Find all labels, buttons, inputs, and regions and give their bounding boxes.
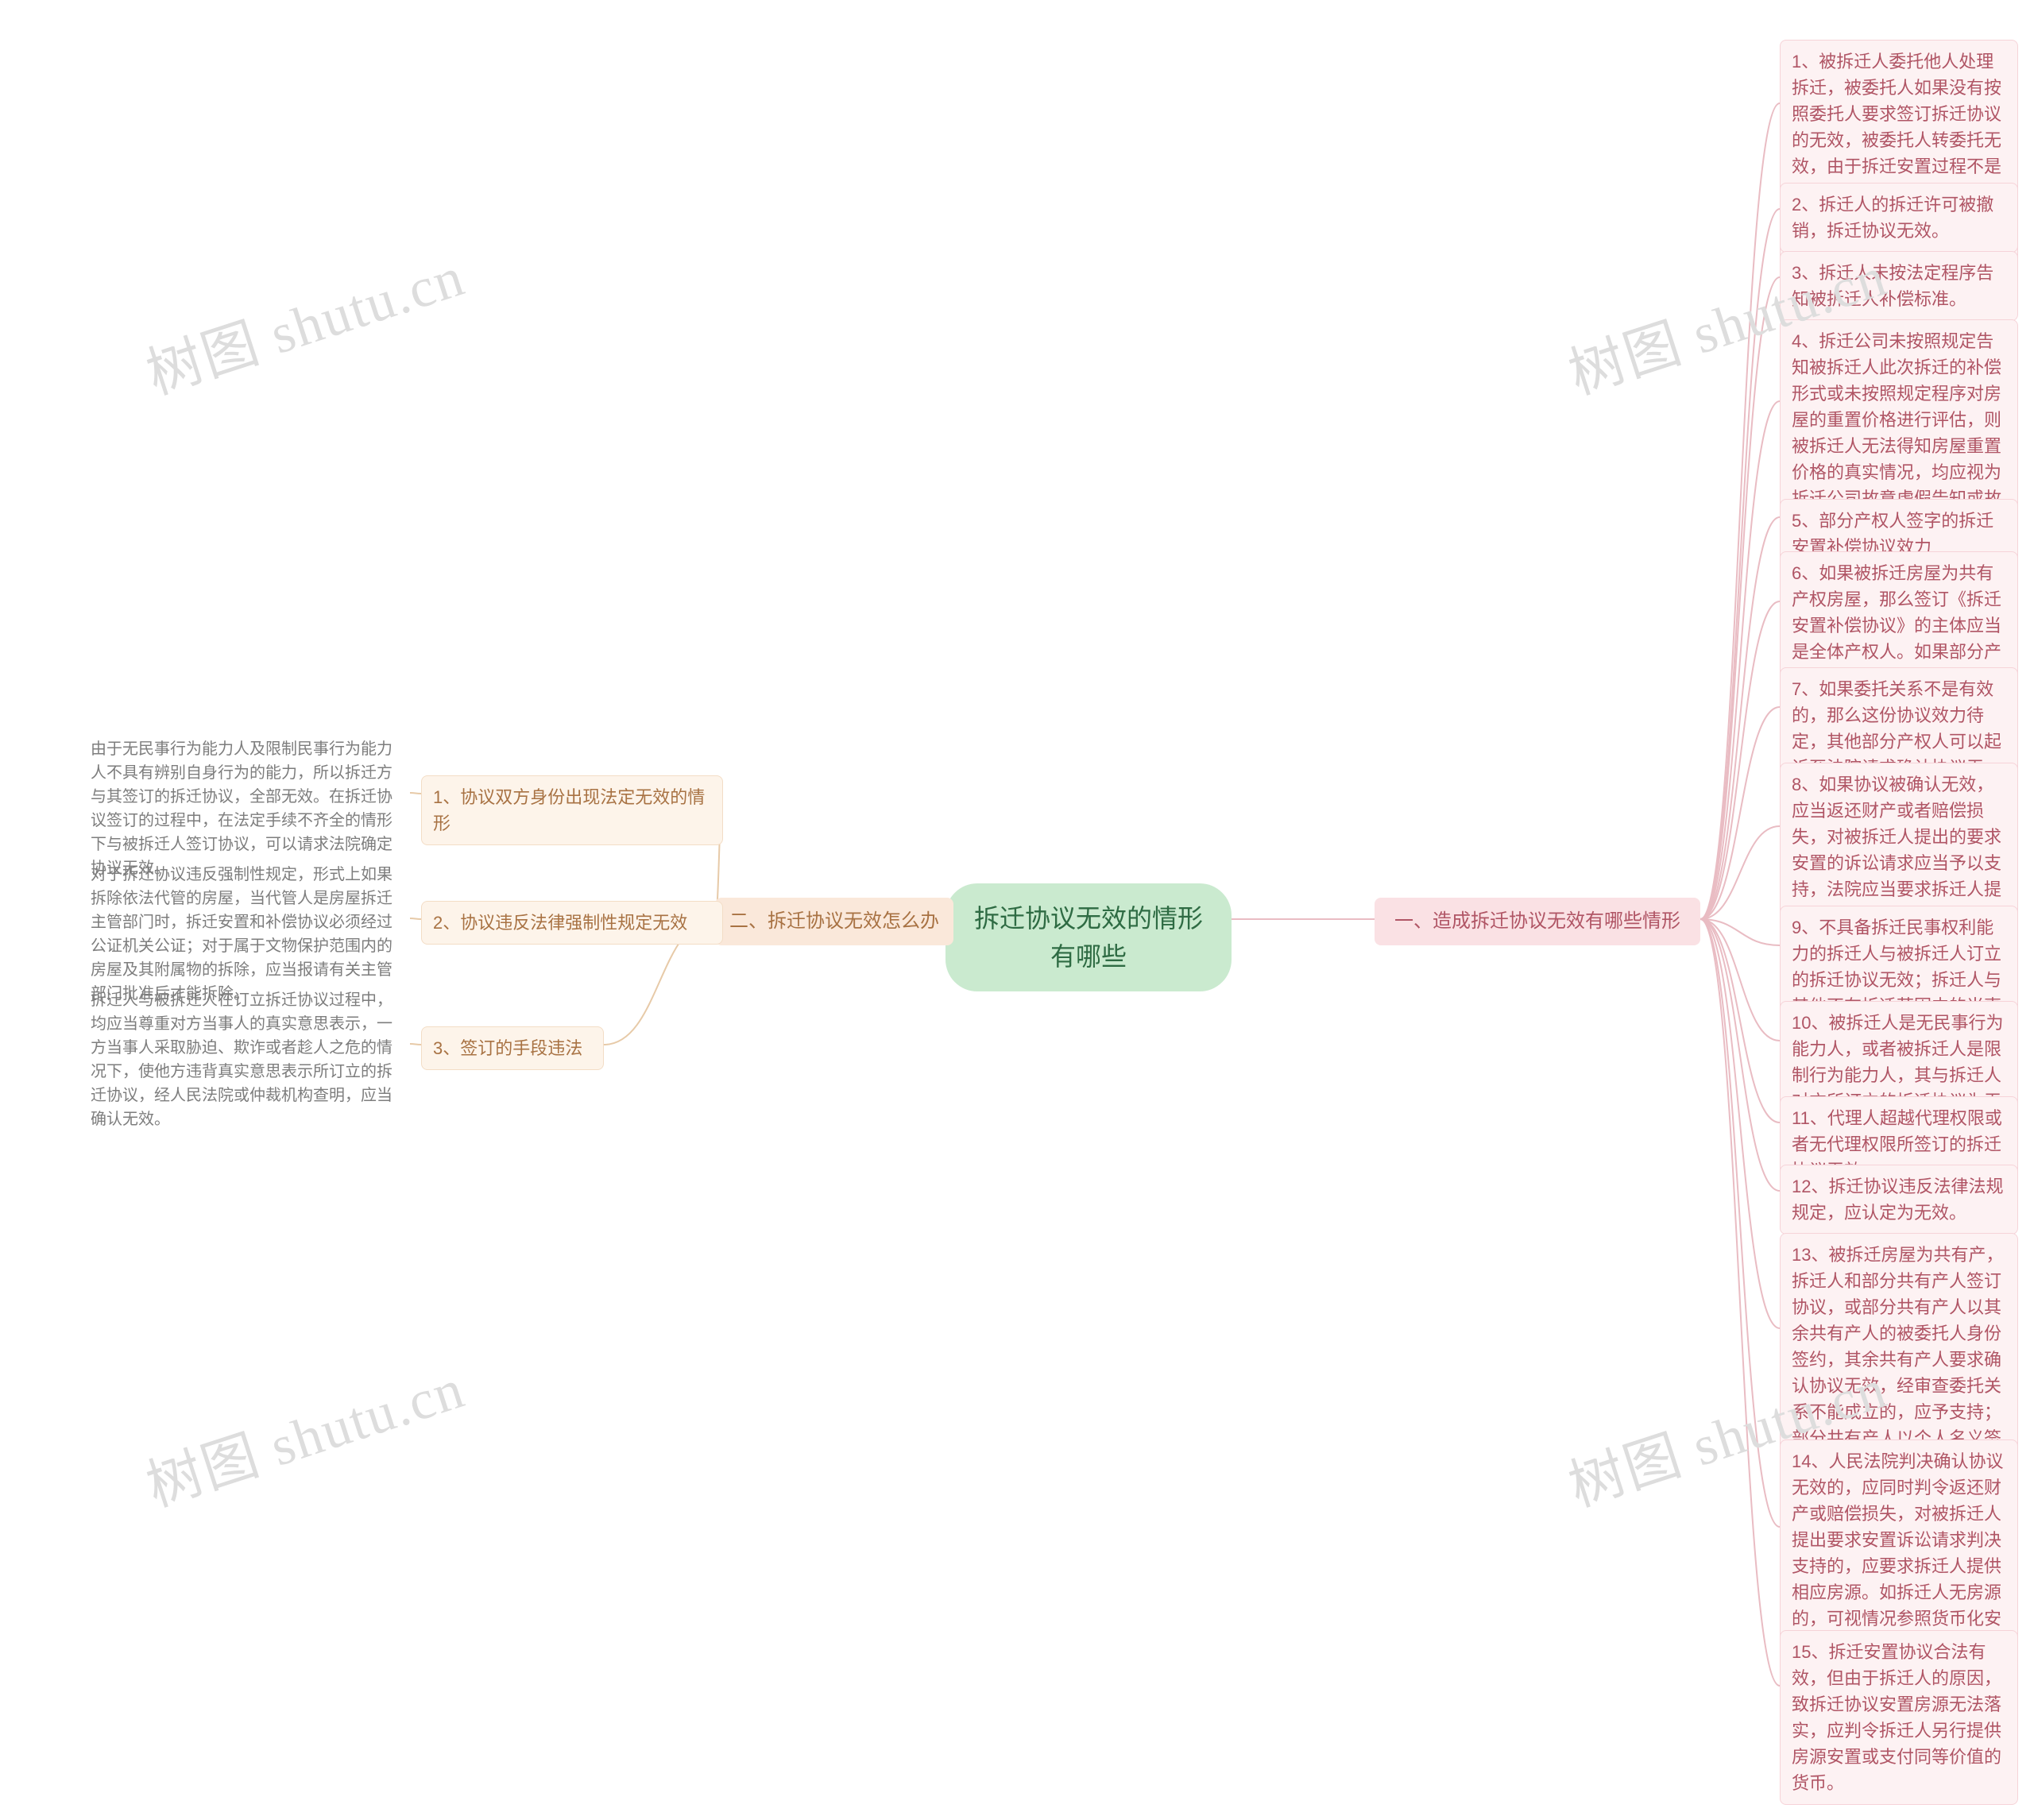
watermark: 树图 shutu.cn — [135, 232, 474, 410]
right-leaf: 12、拆迁协议违反法律法规规定，应认定为无效。 — [1780, 1165, 2018, 1235]
branch-left-label: 二、拆迁协议无效怎么办 — [729, 907, 939, 936]
left-note-text: 拆迁人与被拆迁人在订立拆迁协议过程中，均应当尊重对方当事人的真实意思表示，一方当… — [91, 988, 399, 1131]
right-leaf-text: 2、拆迁人的拆迁许可被撤销，拆迁协议无效。 — [1792, 191, 2006, 244]
root-label: 拆迁协议无效的情形有哪些 — [969, 899, 1208, 976]
branch-right: 一、造成拆迁协议无效有哪些情形 — [1375, 898, 1700, 945]
right-leaf: 15、拆迁安置协议合法有效，但由于拆迁人的原因，致拆迁协议安置房源无法落实，应判… — [1780, 1630, 2018, 1805]
branch-left: 二、拆迁协议无效怎么办 — [715, 898, 953, 945]
right-leaf-text: 12、拆迁协议违反法律法规规定，应认定为无效。 — [1792, 1173, 2006, 1226]
left-note: 拆迁人与被拆迁人在订立拆迁协议过程中，均应当尊重对方当事人的真实意思表示，一方当… — [79, 980, 410, 1139]
right-leaf-text: 3、拆迁人未按法定程序告知被拆迁人补偿标准。 — [1792, 260, 2006, 312]
root-node: 拆迁协议无效的情形有哪些 — [945, 883, 1232, 991]
right-leaf: 3、拆迁人未按法定程序告知被拆迁人补偿标准。 — [1780, 251, 2018, 321]
watermark: 树图 shutu.cn — [135, 1344, 474, 1522]
branch-right-label: 一、造成拆迁协议无效有哪些情形 — [1394, 907, 1680, 936]
left-leaf: 1、协议双方身份出现法定无效的情形 — [421, 775, 723, 845]
left-leaf: 3、签订的手段违法 — [421, 1026, 604, 1070]
right-leaf: 2、拆迁人的拆迁许可被撤销，拆迁协议无效。 — [1780, 183, 2018, 253]
left-leaf-text: 3、签订的手段违法 — [433, 1035, 582, 1061]
left-leaf-text: 1、协议双方身份出现法定无效的情形 — [433, 784, 711, 837]
left-leaf: 2、协议违反法律强制性规定无效 — [421, 901, 723, 945]
left-leaf-text: 2、协议违反法律强制性规定无效 — [433, 910, 687, 936]
right-leaf-text: 15、拆迁安置协议合法有效，但由于拆迁人的原因，致拆迁协议安置房源无法落实，应判… — [1792, 1639, 2006, 1796]
